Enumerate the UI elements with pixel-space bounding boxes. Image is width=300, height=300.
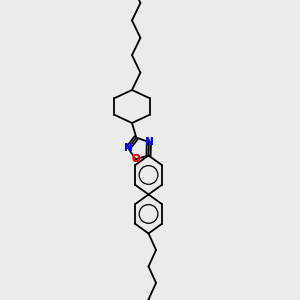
Text: N: N (145, 137, 153, 147)
Text: N: N (124, 143, 133, 153)
Text: N: N (145, 137, 153, 147)
Text: N: N (145, 137, 153, 147)
Text: N: N (124, 143, 133, 153)
Text: O: O (131, 154, 140, 164)
Text: O: O (131, 154, 140, 164)
Text: O: O (131, 154, 140, 164)
Text: N: N (124, 143, 133, 153)
